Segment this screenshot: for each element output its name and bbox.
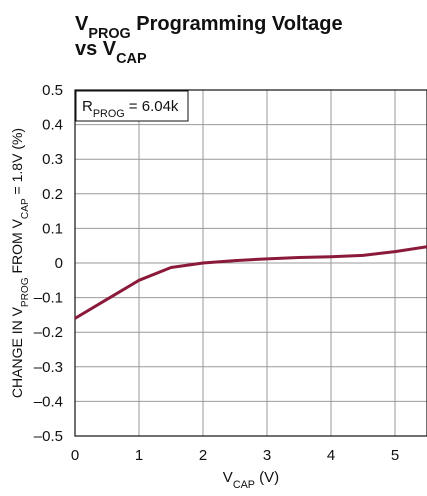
line: [74, 245, 427, 320]
y-tick-label: 0.1: [42, 220, 63, 237]
y-tick-label: –0.1: [34, 290, 63, 307]
y-tick-label: –0.4: [34, 393, 63, 410]
x-tick-label: 1: [135, 447, 143, 464]
plot-border: [74, 89, 427, 437]
annotation: RPROG = 6.04k: [82, 98, 179, 120]
y-tick-label: 0.3: [42, 151, 63, 168]
annotation-box: [75, 90, 189, 122]
x-tick-label: 0: [71, 447, 79, 464]
annotation-part: PROG: [93, 108, 125, 120]
y-tick-label: –0.2: [34, 324, 63, 341]
x-axis-label: VCAP (V): [223, 469, 279, 491]
y-tick-label: 0: [55, 255, 63, 272]
y-tick-label: –0.3: [34, 359, 63, 376]
y-axis-label: CHANGE IN VPROG FROM VCAP = 1.8V (%): [9, 128, 31, 398]
chart-title: VPROG Programming Voltage: [75, 13, 343, 42]
y-tick-label: 0.4: [42, 117, 63, 134]
x-tick-label: 5: [391, 447, 399, 464]
x-tick-label: 4: [327, 447, 335, 464]
x-tick-label: 2: [199, 447, 207, 464]
y-tick-label: 0.5: [42, 82, 63, 99]
x-tick-label: 3: [263, 447, 271, 464]
y-tick-label: 0.2: [42, 186, 63, 203]
chart-title: vs VCAP: [75, 38, 147, 67]
y-tick-label: –0.5: [34, 428, 63, 445]
annotation-part: R: [82, 98, 93, 115]
annotation-part: = 6.04k: [125, 98, 179, 115]
